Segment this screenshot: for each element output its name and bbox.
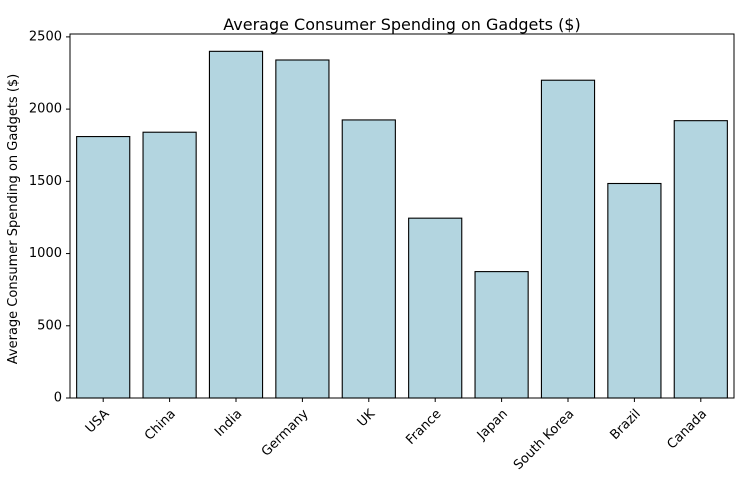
x-tick-label: Germany [259, 406, 312, 459]
y-tick-label: 0 [54, 391, 62, 406]
y-tick-label: 2000 [29, 102, 62, 117]
x-tick-label: France [403, 407, 444, 448]
bar-brazil [607, 182, 662, 399]
y-axis-ticks: 0 500 1000 1500 2000 2500 [29, 29, 70, 406]
x-tick-label: South Korea [511, 407, 577, 473]
bar-germany [275, 59, 330, 399]
bars [76, 50, 728, 399]
y-tick-label: 500 [37, 318, 62, 333]
plot-area-frame [69, 33, 735, 399]
bar-china [142, 131, 197, 399]
bar-india [208, 50, 264, 399]
x-tick-label: Brazil [607, 407, 643, 443]
bar-japan [474, 271, 529, 399]
x-tick-label: China [142, 407, 179, 444]
x-axis-ticks: USA China India Germany UK France Japan South K… [83, 398, 710, 473]
y-axis-label: Average Consumer Spending on Gadgets ($) [6, 74, 21, 364]
bar-canada [673, 120, 728, 399]
bar-usa [76, 136, 131, 399]
x-tick-label: India [212, 407, 245, 440]
bar-france [408, 217, 463, 399]
x-tick-label: Canada [665, 407, 711, 453]
x-tick-label: UK [355, 406, 379, 430]
x-tick-label: USA [83, 407, 113, 437]
x-tick-label: Japan [474, 407, 511, 444]
bar-south-korea [540, 79, 596, 399]
y-tick-label: 1500 [29, 174, 62, 189]
chart-title: Average Consumer Spending on Gadgets ($) [223, 15, 580, 34]
bar-uk [341, 119, 396, 399]
y-tick-label: 2500 [29, 29, 62, 44]
y-tick-label: 1000 [29, 246, 62, 261]
